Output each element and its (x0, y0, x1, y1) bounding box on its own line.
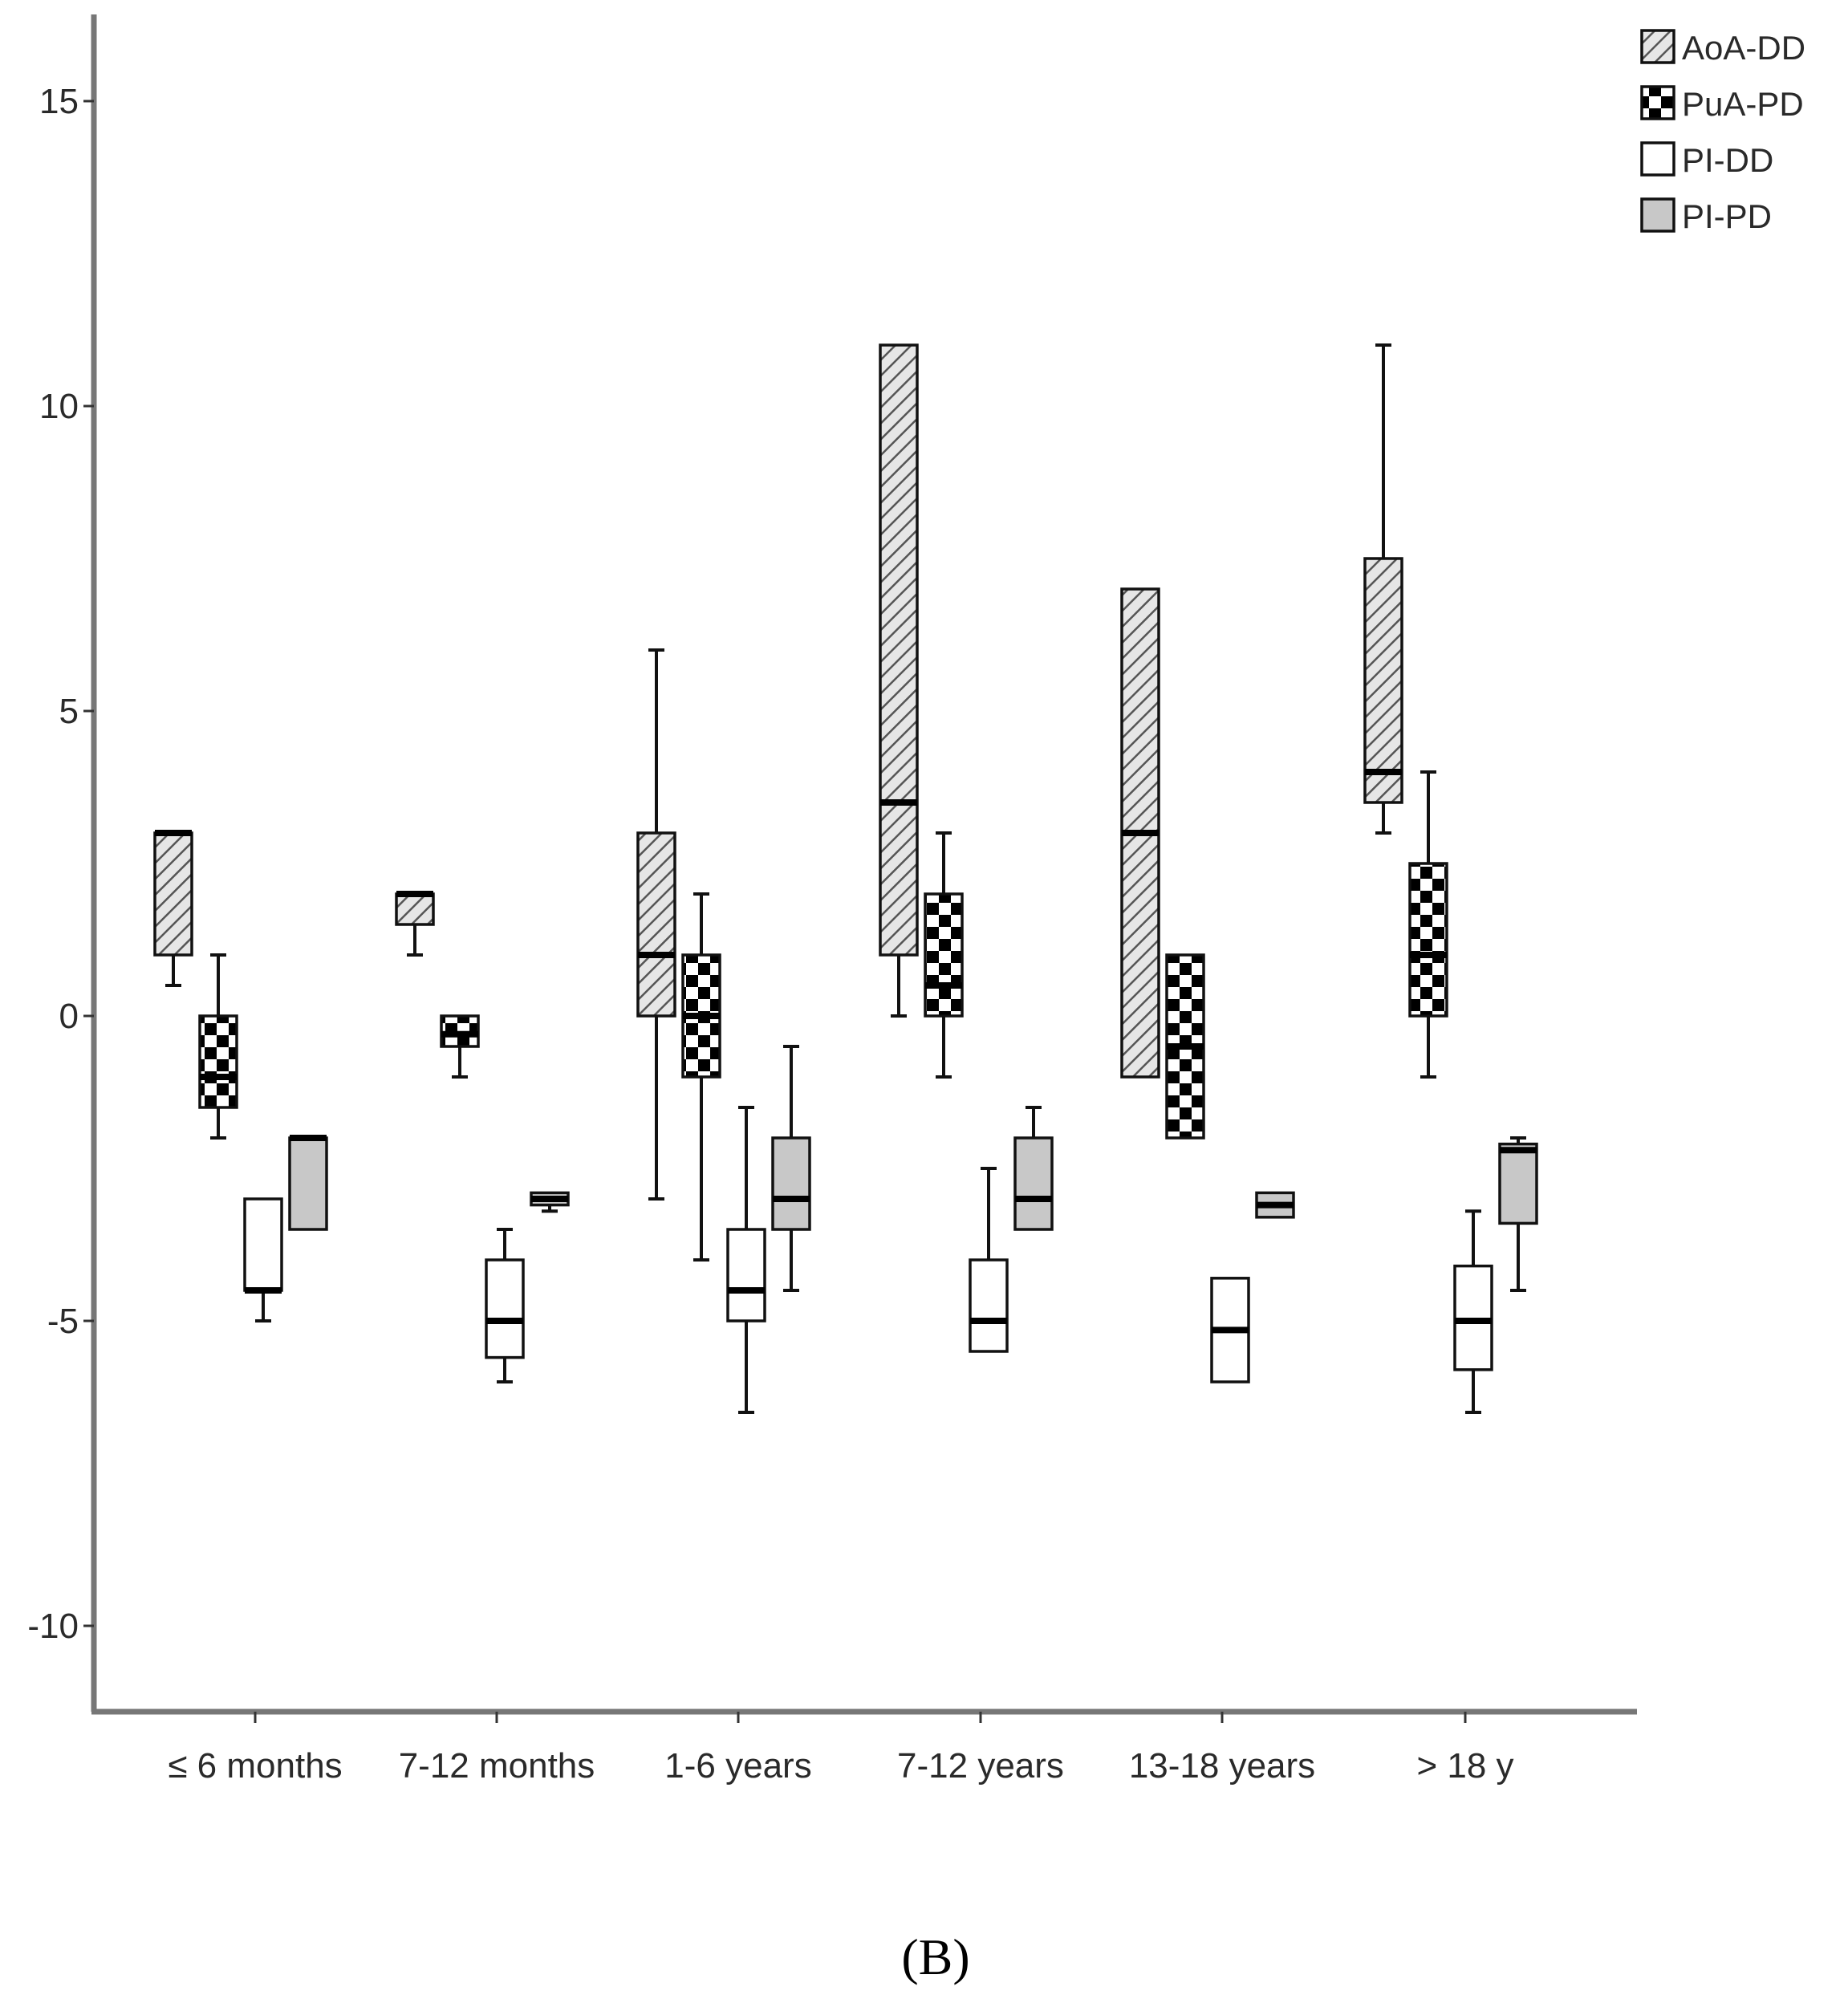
series-pi-dd (243, 1106, 1493, 1414)
legend-label: AoA-DD (1682, 29, 1805, 67)
x-tick-label: 13-18 years (1129, 1746, 1315, 1786)
x-tick-label: 7-12 months (399, 1746, 595, 1786)
y-tick-label: 10 (39, 387, 79, 426)
panel-label: (B) (901, 1928, 969, 1985)
y-tick-label: 15 (39, 82, 79, 121)
iqr-box (1013, 1136, 1054, 1231)
x-tick-label: ≤ 6 months (168, 1746, 342, 1786)
iqr-box (288, 1136, 328, 1231)
x-tick-label: 7-12 years (897, 1746, 1064, 1786)
x-tick-label: > 18 y (1416, 1746, 1513, 1786)
legend-swatch (1640, 141, 1675, 177)
x-tick-label: 1-6 years (664, 1746, 811, 1786)
series-pi-pd (288, 1045, 1538, 1292)
y-tick-label: -5 (47, 1302, 79, 1341)
y-axis-ticks: 15 10 5 0 -5 -10 (27, 82, 94, 1646)
x-axis-tick-labels: ≤ 6 months 7-12 months 1-6 years 7-12 years… (168, 1712, 1514, 1786)
iqr-box (726, 1228, 766, 1322)
iqr-box (636, 831, 676, 1018)
legend-label: PuA-PD (1682, 85, 1804, 123)
legend-swatch (1640, 85, 1675, 120)
iqr-box (879, 343, 919, 957)
iqr-box (395, 892, 435, 926)
iqr-box (243, 1197, 283, 1292)
legend-label: PI-DD (1682, 141, 1773, 179)
series-pua-pd (198, 770, 1448, 1262)
iqr-box (969, 1258, 1009, 1353)
y-tick-label: -10 (27, 1607, 79, 1646)
iqr-box (1408, 862, 1448, 1018)
iqr-box (153, 831, 193, 957)
legend-swatch (1640, 29, 1675, 64)
y-tick-label: 5 (59, 692, 79, 731)
legend-swatch (1640, 197, 1675, 233)
axes (91, 14, 1637, 1715)
iqr-box (1498, 1142, 1538, 1225)
series-aoa-dd (153, 343, 1403, 1201)
legend: AoA-DD PuA-PD PI-DD PI-PD (1640, 29, 1805, 235)
iqr-box (771, 1136, 811, 1231)
box-plot-series (153, 343, 1538, 1414)
iqr-box (1363, 557, 1403, 804)
iqr-box (485, 1258, 525, 1359)
legend-label: PI-PD (1682, 197, 1772, 235)
iqr-box (924, 892, 964, 1018)
y-tick-label: 0 (59, 997, 79, 1036)
iqr-box (198, 1014, 238, 1109)
